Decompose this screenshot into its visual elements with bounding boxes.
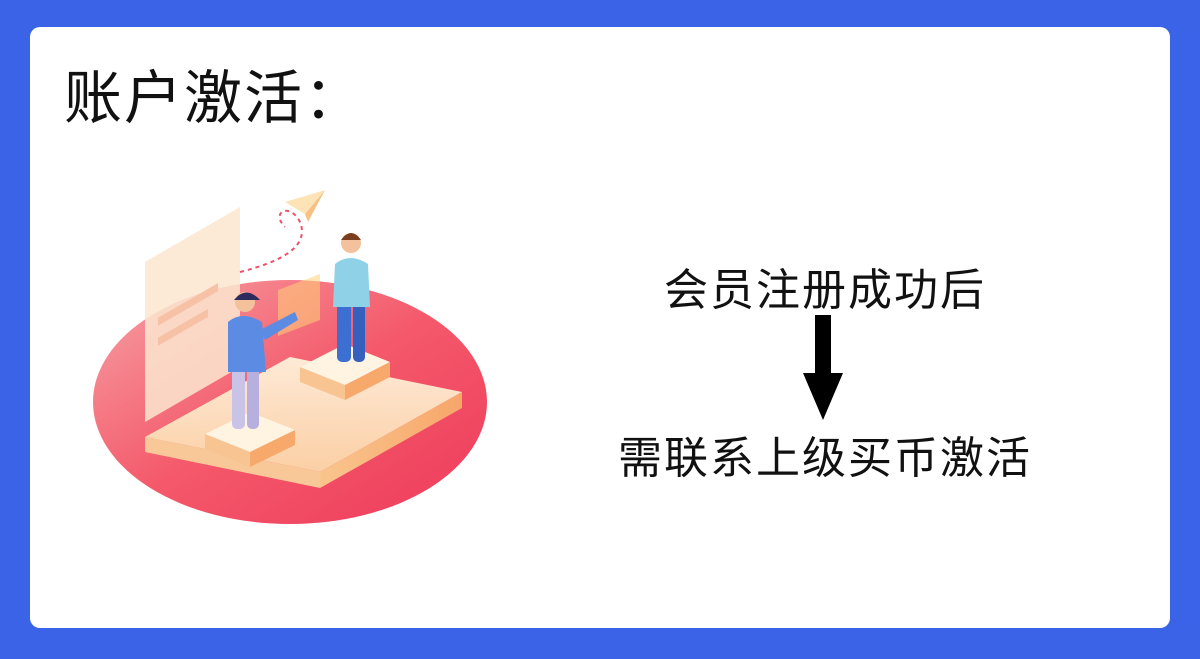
content-card: 账户激活： [30,27,1170,628]
down-arrow-icon [803,315,843,420]
isometric-team-illustration [93,190,487,524]
step-registration-success: 会员注册成功后 [664,265,986,316]
page-title: 账户激活： [64,64,365,132]
step-contact-upline-activate: 需联系上级买币激活 [618,433,1032,484]
